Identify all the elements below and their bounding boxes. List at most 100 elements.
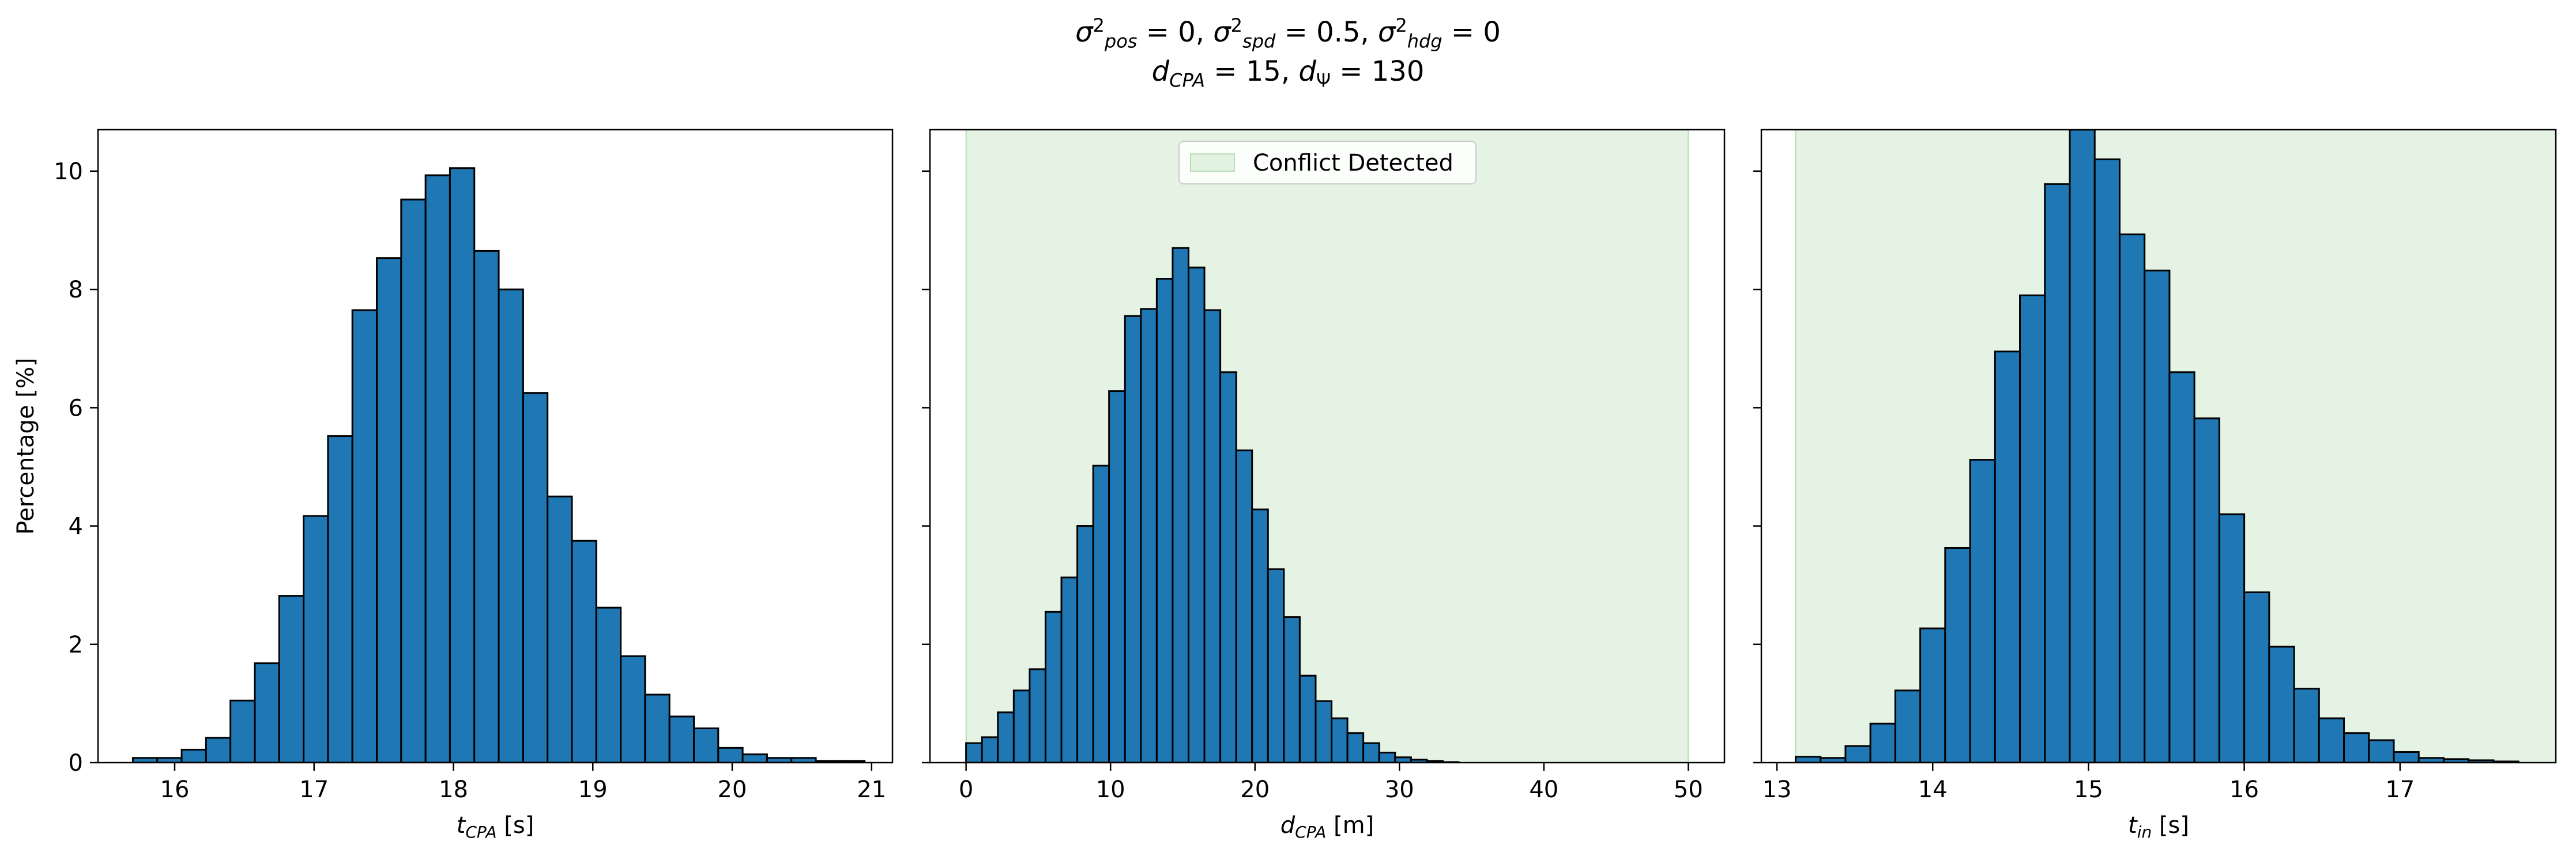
legend-label: Conflict Detected <box>1253 150 1453 176</box>
histogram-bar <box>2343 732 2370 763</box>
histogram-bar <box>1315 700 1333 763</box>
histogram-bar <box>1844 745 1871 763</box>
histogram-bar <box>2093 158 2121 763</box>
histogram-bar <box>2019 294 2046 763</box>
histogram-bar <box>1298 674 1317 763</box>
y-tick-label: 2 <box>69 632 83 658</box>
histogram-bar <box>351 309 378 763</box>
histogram-bar <box>205 737 232 763</box>
histogram-bar <box>1378 752 1396 763</box>
histogram-bar <box>424 174 451 763</box>
histogram-bar <box>1029 668 1046 763</box>
histogram-bar <box>717 747 744 763</box>
histogram-bar <box>547 495 573 763</box>
histogram-bar <box>327 435 353 763</box>
histogram-bar <box>1794 756 1822 763</box>
axes-frame <box>1760 129 2557 764</box>
histogram-bar <box>839 760 866 763</box>
histogram-bar <box>1331 717 1349 763</box>
histogram-bar <box>1894 689 1922 763</box>
y-tick-label: 10 <box>54 159 83 185</box>
x-axis-label: tCPA [s] <box>457 812 534 842</box>
panel-tcpa: 16 17 18 19 20 21 0 2 4 6 8 10 tCPA [s] Percentage [%… <box>13 129 894 842</box>
x-tick-label: 18 <box>439 776 468 803</box>
panel-dcpa: 0 10 20 30 40 50 dCPA [m] Conflict Detected <box>922 129 1726 842</box>
figure-title-line-2: dCPA = 15, dΨ = 130 <box>1151 55 1425 92</box>
histogram-bar <box>693 727 720 763</box>
histogram-bar <box>229 699 256 763</box>
histogram-bar <box>1267 568 1285 763</box>
x-tick-label: 0 <box>959 776 973 803</box>
legend-box <box>1178 141 1477 184</box>
histogram-bar <box>522 392 549 763</box>
legend-swatch <box>1190 153 1235 172</box>
histogram-bar <box>1219 371 1237 763</box>
histogram-bar <box>2168 371 2195 763</box>
y-tick-label: 4 <box>69 514 83 540</box>
histogram-bar <box>1012 689 1031 763</box>
histogram-bar <box>981 736 999 763</box>
histogram-bar <box>1108 390 1126 763</box>
histogram-bar <box>1346 732 1365 763</box>
histogram-bar <box>1394 756 1412 763</box>
histogram-bar <box>2193 417 2220 763</box>
histogram-bar <box>1919 627 1946 763</box>
histogram-bar <box>1235 449 1253 763</box>
histogram-bar <box>2393 751 2420 763</box>
histogram-bar <box>473 250 500 763</box>
histogram-bar <box>997 711 1015 763</box>
histogram-bar <box>2118 233 2146 763</box>
histogram-bar <box>2218 513 2246 763</box>
histogram-bar <box>1944 547 1971 763</box>
histogram-bar <box>965 742 983 763</box>
histogram-bar <box>1251 508 1269 763</box>
x-axis-label: dCPA [m] <box>1281 812 1374 842</box>
histogram-bar <box>2044 183 2071 763</box>
x-tick-label: 16 <box>2229 776 2259 803</box>
x-tick-label: 20 <box>1240 776 1270 803</box>
y-axis-label: Percentage [%] <box>13 358 39 535</box>
histogram-bar <box>278 595 305 763</box>
histogram-bar <box>571 540 597 763</box>
axes-frame <box>929 129 1726 764</box>
histogram-bar <box>2243 591 2270 763</box>
histogram-bar <box>303 515 329 763</box>
histogram-bar <box>644 693 671 763</box>
histogram-bar <box>1187 266 1206 763</box>
legend: Conflict Detected <box>1178 141 1477 184</box>
histogram-bar <box>1092 465 1110 763</box>
panel-tin: 13 14 15 16 17 tin [s] <box>1753 129 2557 842</box>
histogram-bar <box>2069 130 2096 763</box>
histogram-bar <box>180 748 207 763</box>
figure-title-line-1: σ2pos = 0, σ2spd = 0.5, σ2hdg = 0 <box>1075 14 1501 52</box>
x-tick-label: 14 <box>1918 776 1948 803</box>
histogram-bar <box>1140 308 1158 763</box>
histogram-bar <box>449 167 476 763</box>
x-tick-label: 19 <box>578 776 608 803</box>
histogram-bar <box>498 288 524 763</box>
histogram-bar <box>741 753 768 763</box>
x-tick-label: 15 <box>2074 776 2103 803</box>
axes-frame <box>97 129 894 764</box>
histogram-bar <box>1283 616 1301 763</box>
x-tick-label: 20 <box>718 776 747 803</box>
histogram-bar <box>1203 309 1222 763</box>
y-tick-label: 6 <box>69 395 83 421</box>
x-tick-label: 10 <box>1096 776 1125 803</box>
histogram-bar <box>2318 717 2345 763</box>
histogram-bar <box>1060 576 1079 763</box>
histogram-bar <box>2268 646 2295 763</box>
histogram-bar <box>595 606 622 763</box>
histogram-bar <box>2144 269 2171 763</box>
histogram-bar <box>1076 525 1094 763</box>
x-tick-label: 50 <box>1674 776 1703 803</box>
histogram-bar <box>2368 739 2395 763</box>
histogram-bar <box>400 198 427 763</box>
x-tick-label: 21 <box>857 776 886 803</box>
x-tick-label: 30 <box>1385 776 1414 803</box>
histogram-bar <box>1155 278 1174 763</box>
x-tick-label: 16 <box>160 776 190 803</box>
histogram-bar <box>1172 247 1189 763</box>
histogram-bar <box>1124 315 1142 763</box>
